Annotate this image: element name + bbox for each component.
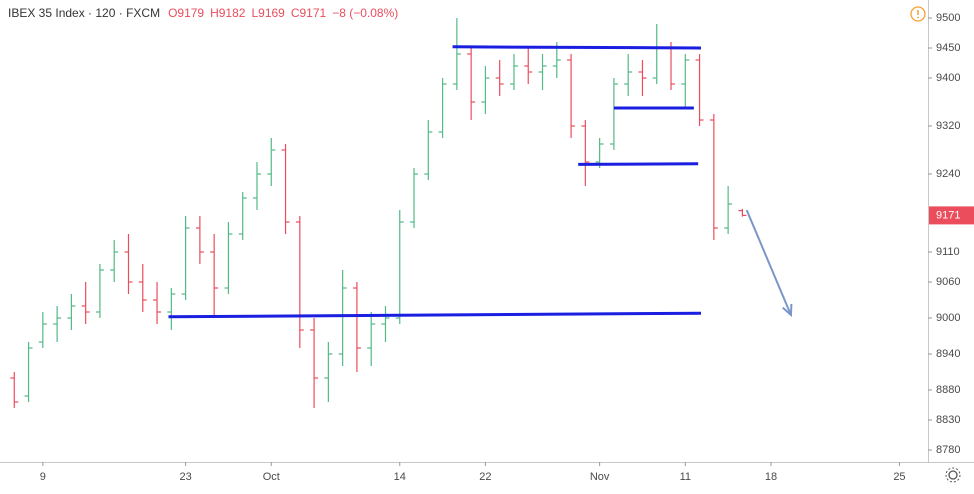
x-tick-label: 9: [40, 471, 46, 483]
ohlc-value: O9179: [168, 6, 204, 20]
ohlc-bar: [295, 216, 304, 348]
ohlc-bar: [410, 168, 419, 228]
ohlc-bar: [53, 306, 62, 342]
trend-line: [578, 162, 699, 166]
ohlc-bar: [681, 54, 690, 108]
alert-dot: [917, 16, 919, 19]
ohlc-bar: [110, 240, 119, 282]
ohlc-value: L9169: [251, 6, 285, 20]
projection-arrow: [745, 209, 792, 316]
x-tick-label: 14: [394, 471, 406, 483]
ohlc-bar: [638, 60, 647, 96]
y-tick-label: 9320: [936, 120, 960, 132]
y-tick-label: 9240: [936, 168, 960, 180]
ohlc-bar: [310, 318, 319, 408]
ohlc-bar: [724, 186, 733, 234]
change-value: −8 (−0.08%): [332, 6, 398, 20]
legend-bg: [0, 4, 450, 24]
gear-teeth: [945, 467, 961, 483]
alert-icon[interactable]: [910, 6, 926, 22]
ohlc-bar: [338, 270, 347, 366]
ohlc-bar: [424, 120, 433, 180]
ohlc-bar: [67, 294, 76, 330]
ohlc-bar: [538, 54, 547, 90]
ohlc-bar: [367, 312, 376, 366]
ohlc-bar: [495, 60, 504, 96]
x-tick-label: 18: [765, 471, 777, 483]
ohlc-bar: [438, 78, 447, 138]
trend-line: [452, 45, 702, 50]
ohlc-bar: [138, 264, 147, 312]
ohlc-bar: [224, 222, 233, 294]
ohlc-bar: [509, 54, 518, 90]
settings-icon[interactable]: [945, 467, 961, 483]
y-tick-label: 9110: [936, 246, 960, 258]
ohlc-value: H9182: [210, 6, 246, 20]
ohlc-bar: [709, 114, 718, 240]
ohlc-bar: [281, 144, 290, 234]
y-tick-label: 8830: [936, 414, 960, 426]
ohlc-bar: [567, 54, 576, 138]
symbol-title: IBEX 35 Index · 120 · FXCM: [8, 6, 160, 20]
ohlc-bar: [395, 210, 404, 324]
ohlc-bar: [481, 66, 490, 114]
ohlc-bar: [738, 208, 747, 217]
x-tick-label: 11: [680, 471, 691, 483]
ohlc-bar: [181, 216, 190, 300]
ohlc-bar: [452, 18, 461, 90]
x-tick-label: Oct: [263, 471, 280, 483]
legend: IBEX 35 Index · 120 · FXCM O9179 H9182 L91…: [0, 4, 450, 24]
alert-circle: [910, 6, 926, 22]
ohlc-bar: [381, 306, 390, 342]
ohlc-bar: [95, 264, 104, 318]
ohlc-bar: [695, 54, 704, 126]
trend-line: [168, 311, 702, 319]
last-price-box: [929, 206, 974, 225]
ohlc-value: C9171: [291, 6, 327, 20]
y-tick-label: 8780: [936, 444, 960, 456]
ohlc-bar: [38, 312, 47, 348]
ohlc-bar: [153, 282, 162, 324]
ohlc-bar: [124, 234, 133, 294]
ohlc-bar: [624, 54, 633, 96]
ohlc-bar: [524, 48, 533, 84]
y-tick-label: 8880: [936, 384, 960, 396]
ohlc-bar: [252, 162, 261, 210]
ohlc-bar: [238, 192, 247, 240]
ohlc-bar: [210, 234, 219, 318]
y-tick-label: 9450: [936, 42, 960, 54]
gear: [948, 470, 958, 480]
ohlc-bar: [10, 372, 19, 408]
y-tick-label: 9060: [936, 276, 960, 288]
ohlc-bar: [24, 342, 33, 402]
ohlc-bar: [581, 120, 590, 186]
plot: [10, 18, 793, 408]
x-tick-label: Nov: [590, 471, 610, 483]
y-tick-label: 9500: [936, 12, 960, 24]
x-tick-label: 25: [893, 471, 905, 483]
y-tick-label: 9400: [936, 72, 960, 84]
ohlc-bar: [467, 48, 476, 120]
last-price-label: 9171: [936, 209, 960, 221]
y-tick-label: 9000: [936, 312, 960, 324]
ohlc-bar: [267, 138, 276, 186]
ohlc-bar: [167, 288, 176, 330]
x-tick-label: 22: [479, 471, 491, 483]
ohlc-bar: [81, 282, 90, 324]
arrow-head: [782, 303, 793, 318]
ohlc-bar: [195, 216, 204, 264]
y-tick-label: 8940: [936, 348, 960, 360]
ohlc-bar: [609, 78, 618, 150]
x-tick-label: 23: [179, 471, 191, 483]
ohlc-bar: [352, 282, 361, 372]
ohlc-bar: [324, 342, 333, 402]
